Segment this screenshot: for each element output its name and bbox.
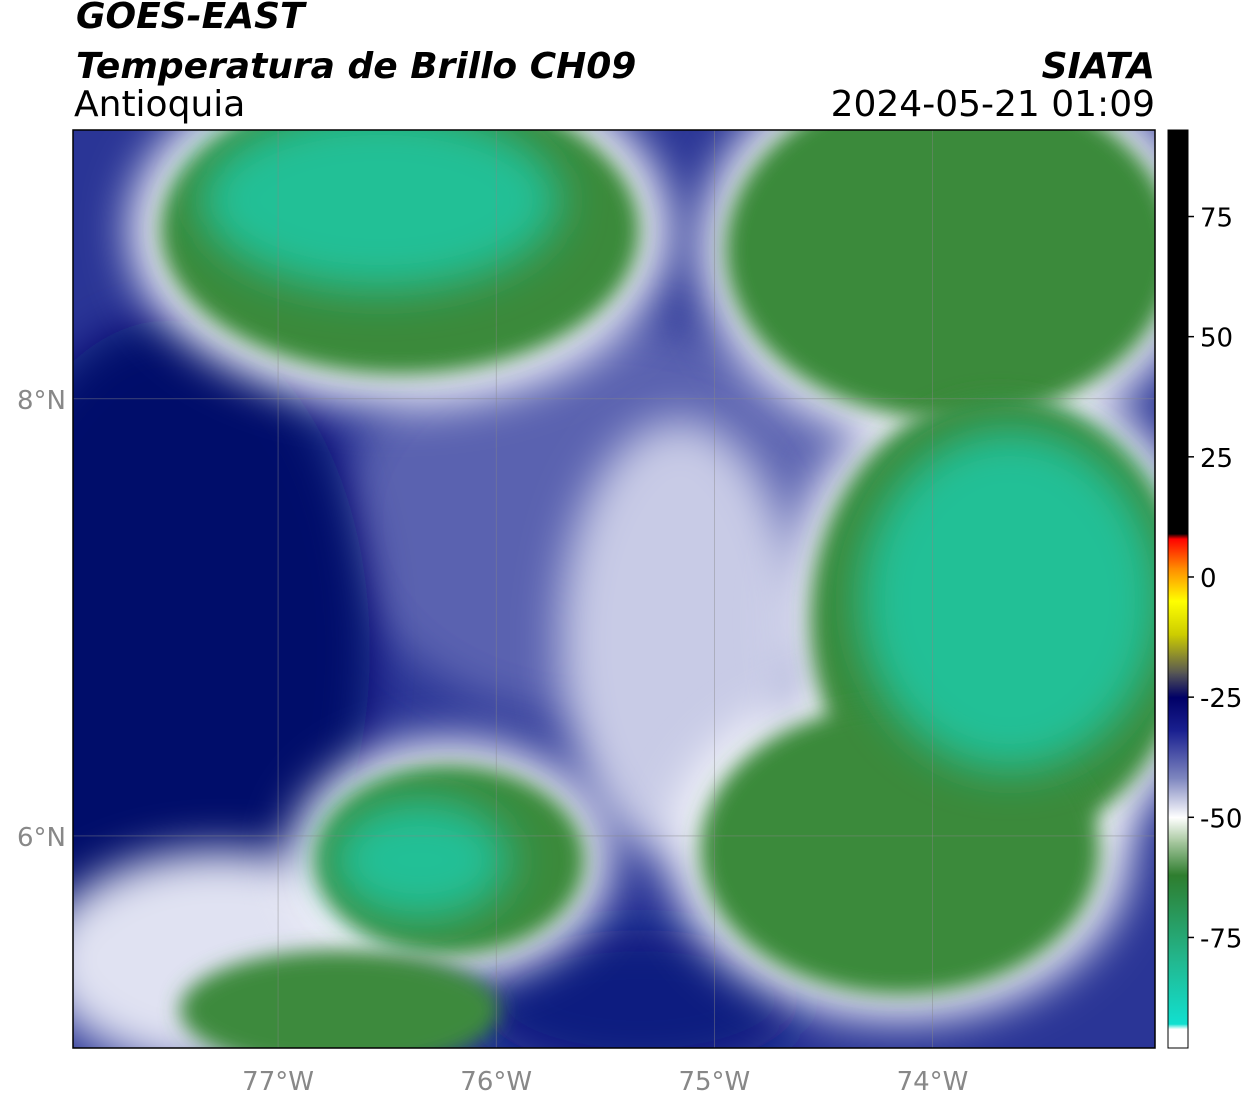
colorbar-tick-label: -75 xyxy=(1200,924,1242,954)
colorbar-segment xyxy=(1168,874,1188,962)
title: GOES-EAST xyxy=(76,0,307,37)
colorbar-segment xyxy=(1168,601,1188,636)
x-tick-label: 75°W xyxy=(678,1067,750,1097)
x-tick-label: 77°W xyxy=(242,1067,314,1097)
region: Antioquia xyxy=(74,84,245,125)
y-tick-label: 6°N xyxy=(17,823,66,853)
colorbar-segment xyxy=(1168,730,1188,780)
y-tick-label: 8°N xyxy=(17,386,66,416)
x-tick-label: 76°W xyxy=(460,1067,532,1097)
colorbar xyxy=(1168,130,1194,1049)
colorbar-segment xyxy=(1168,567,1188,602)
colorbar-segment xyxy=(1168,778,1188,818)
grid xyxy=(73,130,1155,1048)
colorbar-tick-label: 0 xyxy=(1200,564,1217,594)
colorbar-tick-label: 25 xyxy=(1200,444,1233,474)
colorbar-segment xyxy=(1168,1023,1188,1030)
colorbar-segment xyxy=(1168,533,1188,540)
subtitle: Temperatura de Brillo CH09 xyxy=(76,46,636,87)
colorbar-segment xyxy=(1168,1028,1188,1049)
satellite-image xyxy=(73,130,1155,1048)
x-tick-label: 74°W xyxy=(897,1067,969,1097)
datetime: 2024-05-21 01:09 xyxy=(831,84,1155,125)
colorbar-tick-label: 50 xyxy=(1200,324,1233,354)
colorbar-segment xyxy=(1168,817,1188,842)
colorbar-frame xyxy=(1167,129,1189,1049)
colorbar-tick-label: -50 xyxy=(1200,804,1242,834)
colorbar-tick-label: 75 xyxy=(1200,204,1233,234)
colorbar-segment xyxy=(1168,841,1188,876)
colorbar-segment xyxy=(1168,130,1188,535)
colorbar-segment xyxy=(1168,961,1188,1025)
colorbar-tick-label: -25 xyxy=(1200,684,1242,714)
colorbar-segment xyxy=(1168,634,1188,674)
colorbar-segment xyxy=(1168,673,1188,698)
colorbar-segment xyxy=(1168,697,1188,732)
map-frame xyxy=(72,129,1156,1049)
colorbar-segment xyxy=(1168,538,1188,568)
source: SIATA xyxy=(1042,46,1155,87)
